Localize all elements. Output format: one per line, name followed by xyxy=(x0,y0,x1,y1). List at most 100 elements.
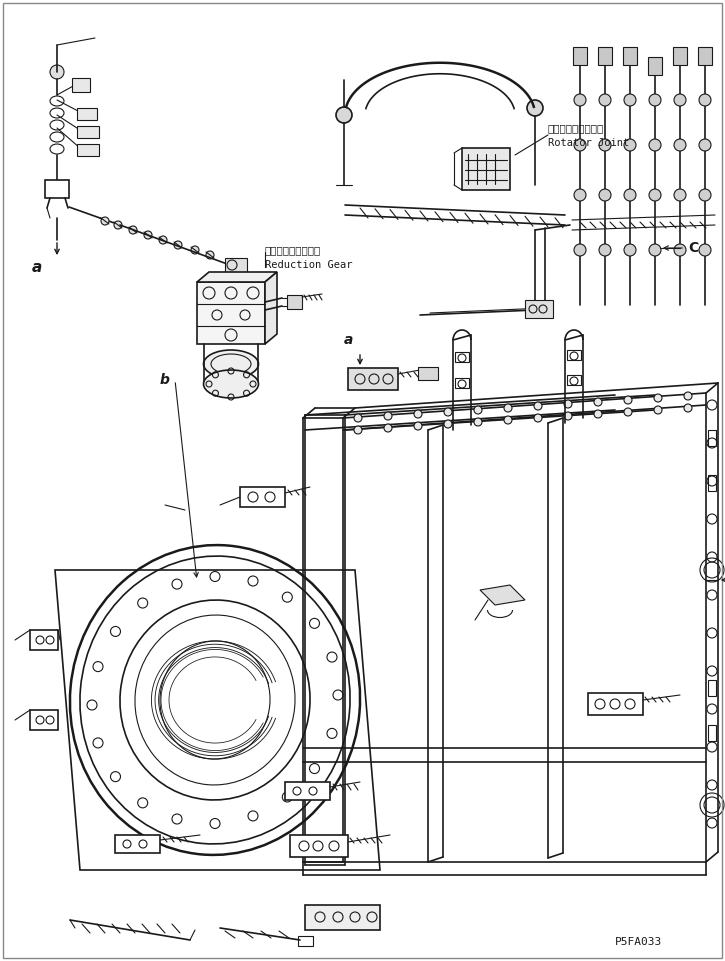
Circle shape xyxy=(649,94,661,106)
Bar xyxy=(648,57,662,75)
Circle shape xyxy=(624,189,636,201)
Bar xyxy=(285,782,330,800)
Bar xyxy=(567,350,581,360)
Bar xyxy=(77,144,99,156)
Bar xyxy=(708,430,716,446)
Circle shape xyxy=(354,426,362,434)
Bar xyxy=(348,368,398,390)
Circle shape xyxy=(336,107,352,123)
Circle shape xyxy=(574,189,586,201)
Ellipse shape xyxy=(204,370,259,398)
Text: ロータージョイント: ロータージョイント xyxy=(548,123,604,133)
Bar xyxy=(708,680,716,696)
Circle shape xyxy=(534,402,542,410)
Text: b: b xyxy=(160,373,170,387)
Bar xyxy=(698,47,712,65)
Circle shape xyxy=(414,422,422,430)
Circle shape xyxy=(649,244,661,256)
Text: Reduction Gear: Reduction Gear xyxy=(265,260,352,270)
Bar xyxy=(455,378,469,388)
Circle shape xyxy=(649,189,661,201)
Bar xyxy=(623,47,637,65)
Circle shape xyxy=(674,244,686,256)
Bar xyxy=(30,710,58,730)
Bar xyxy=(298,936,313,946)
Circle shape xyxy=(599,189,611,201)
Circle shape xyxy=(699,189,711,201)
Circle shape xyxy=(654,394,662,402)
Circle shape xyxy=(114,221,122,229)
Bar xyxy=(240,487,285,507)
Circle shape xyxy=(474,406,482,414)
Circle shape xyxy=(50,65,64,79)
Ellipse shape xyxy=(204,350,259,378)
Circle shape xyxy=(599,244,611,256)
Text: a: a xyxy=(344,333,352,347)
Text: C: C xyxy=(688,241,698,255)
Circle shape xyxy=(574,139,586,151)
Bar xyxy=(588,693,643,715)
Circle shape xyxy=(444,408,452,416)
Circle shape xyxy=(414,410,422,418)
Bar xyxy=(673,47,687,65)
Text: a: a xyxy=(32,260,42,276)
Bar xyxy=(77,108,97,120)
Polygon shape xyxy=(265,272,277,344)
Bar xyxy=(418,367,438,380)
Circle shape xyxy=(599,139,611,151)
Circle shape xyxy=(504,416,512,424)
Circle shape xyxy=(699,139,711,151)
Bar xyxy=(708,475,716,491)
Circle shape xyxy=(594,410,602,418)
Circle shape xyxy=(574,244,586,256)
Circle shape xyxy=(384,424,392,432)
Circle shape xyxy=(674,189,686,201)
Text: Rotator Joint: Rotator Joint xyxy=(548,138,629,148)
Bar xyxy=(30,630,58,650)
Circle shape xyxy=(699,244,711,256)
Circle shape xyxy=(564,400,572,408)
Circle shape xyxy=(504,404,512,412)
Circle shape xyxy=(684,404,692,412)
Bar xyxy=(287,295,302,309)
Circle shape xyxy=(474,418,482,426)
Text: P5FA033: P5FA033 xyxy=(615,937,662,947)
Circle shape xyxy=(444,420,452,428)
Circle shape xyxy=(684,392,692,400)
Bar xyxy=(462,148,510,190)
Bar xyxy=(305,905,380,930)
Circle shape xyxy=(674,94,686,106)
Circle shape xyxy=(624,244,636,256)
Bar xyxy=(525,300,553,318)
Text: リダクションギヤー: リダクションギヤー xyxy=(265,245,321,255)
Bar xyxy=(708,725,716,741)
Bar xyxy=(567,375,581,385)
Bar xyxy=(77,126,99,138)
Bar xyxy=(225,258,247,273)
Circle shape xyxy=(101,217,109,225)
Circle shape xyxy=(206,251,214,259)
Bar xyxy=(197,282,265,344)
Bar xyxy=(573,47,587,65)
Circle shape xyxy=(594,398,602,406)
Circle shape xyxy=(599,94,611,106)
Circle shape xyxy=(564,412,572,420)
Circle shape xyxy=(699,94,711,106)
Bar xyxy=(72,78,90,92)
Circle shape xyxy=(384,412,392,420)
Polygon shape xyxy=(197,272,277,282)
Circle shape xyxy=(574,94,586,106)
Circle shape xyxy=(159,236,167,244)
Circle shape xyxy=(129,226,137,234)
Circle shape xyxy=(191,246,199,254)
Circle shape xyxy=(354,414,362,422)
Bar xyxy=(455,352,469,362)
Circle shape xyxy=(624,396,632,404)
Circle shape xyxy=(144,231,152,239)
Circle shape xyxy=(654,406,662,414)
Polygon shape xyxy=(480,585,525,605)
Text: C: C xyxy=(723,573,725,587)
Circle shape xyxy=(624,139,636,151)
Circle shape xyxy=(649,139,661,151)
Circle shape xyxy=(624,408,632,416)
